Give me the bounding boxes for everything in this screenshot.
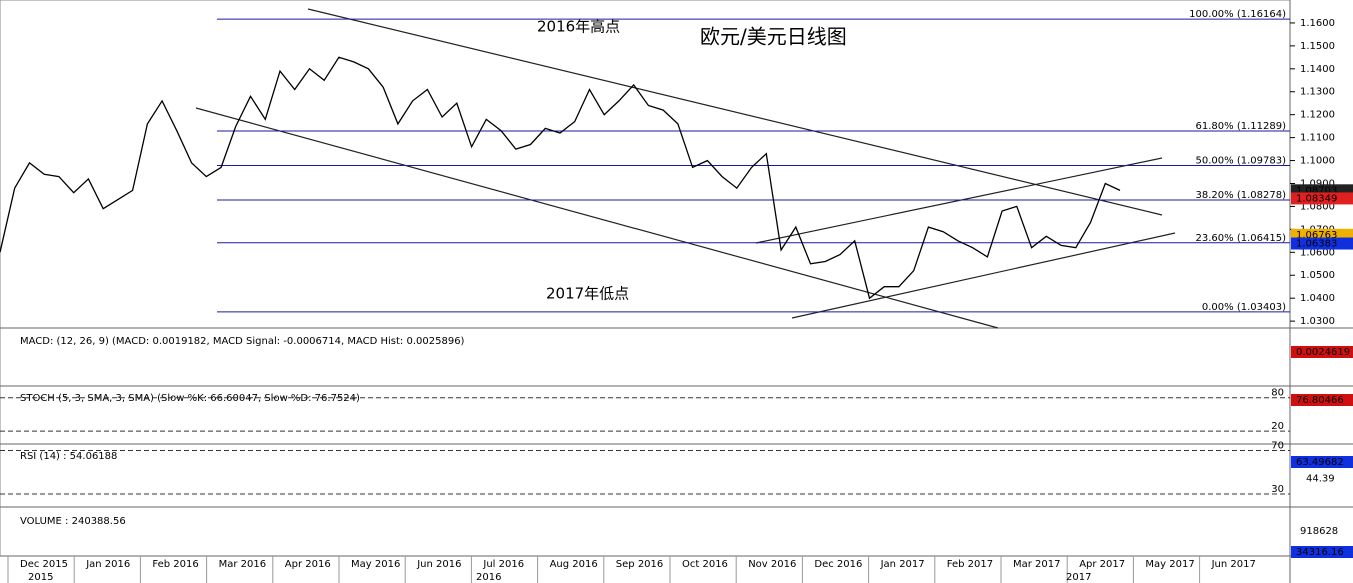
x-tick-label: Nov 2016 [748,559,796,570]
y-tick-label: 1.0900 [1300,178,1335,189]
indicator-box-label: 0.0024619 [1296,347,1350,358]
fib-label: 0.00% (1.03403) [1202,302,1286,313]
x-tick-label: Jul 2016 [482,559,524,570]
x-tick-label: Dec 2015 [20,559,68,570]
level-label: 70 [1271,441,1284,452]
y-tick-label: 1.0800 [1300,201,1335,212]
chart-title: 欧元/美元日线图 [700,25,847,49]
x-tick-label: Sep 2016 [616,559,663,570]
x-tick-label: Jun 2017 [1211,559,1256,570]
volume-tick: 918628 [1300,526,1338,537]
y-tick-label: 1.0300 [1300,316,1335,327]
volume-label: VOLUME : 240388.56 [20,516,126,527]
stoch-label: STOCH (5, 3, SMA, 3, SMA) (Slow %K: 66.6… [20,393,360,404]
y-tick-label: 1.0500 [1300,270,1335,281]
x-tick-label: Jun 2016 [416,559,461,570]
macd-label: MACD: (12, 26, 9) (MACD: 0.0019182, MACD… [20,336,465,347]
y-tick-label: 1.1300 [1300,87,1335,98]
y-tick-label: 1.0600 [1300,247,1335,258]
year-label: 2015 [28,572,53,583]
x-tick-label: Jan 2016 [85,559,130,570]
x-tick-label: Mar 2016 [219,559,267,570]
x-tick-label: Mar 2017 [1013,559,1061,570]
y-tick-label: 1.0400 [1300,293,1335,304]
price-box-label: 1.08703 [1296,185,1337,196]
fib-label: 23.60% (1.06415) [1196,233,1287,244]
level-label: 80 [1271,388,1284,399]
y-tick-label: 44.39 [1306,473,1335,484]
year-label: 2017 [1066,572,1091,583]
price-line [0,56,1121,300]
x-tick-label: Feb 2016 [152,559,198,570]
y-tick-label: 1.1500 [1300,41,1335,52]
x-tick-label: Oct 2016 [682,559,728,570]
indicator-box [1291,394,1353,406]
indicator-box-label: 76.80466 [1296,395,1344,406]
x-tick-label: Jan 2017 [880,559,925,570]
rsi-label: RSI (14) : 54.06188 [20,451,117,462]
fib-label: 50.00% (1.09783) [1196,156,1287,167]
indicator-box-label: 63.49682 [1296,457,1344,468]
y-tick-label: 1.1200 [1300,110,1335,121]
price-box-label: 1.08349 [1296,193,1337,204]
y-tick-label: 1.1400 [1300,64,1335,75]
x-tick-label: May 2017 [1145,559,1194,570]
level-label: 30 [1271,484,1284,495]
y-tick-label: 1.1000 [1300,156,1335,167]
fib-label: 38.20% (1.08278) [1196,190,1287,201]
price-box [1291,237,1353,250]
annotation: 2017年低点 [546,285,629,303]
price-box-label: 1.06763 [1296,230,1337,241]
price-box-label: 1.06383 [1296,239,1337,250]
x-tick-label: Dec 2016 [814,559,862,570]
fib-label: 100.00% (1.16164) [1189,9,1286,20]
x-tick-label: Apr 2016 [285,559,331,570]
x-tick-label: Apr 2017 [1079,559,1125,570]
y-tick-label: 1.1100 [1300,133,1335,144]
x-tick-label: Feb 2017 [947,559,993,570]
y-tick-label: 1.1600 [1300,18,1335,29]
level-label: 20 [1271,421,1284,432]
annotation: 2016年高点 [537,18,620,36]
price-box [1291,192,1353,205]
fib-label: 61.80% (1.11289) [1196,121,1287,132]
year-label: 2016 [476,572,501,583]
indicator-box [1291,546,1353,558]
x-tick-label: Aug 2016 [550,559,598,570]
indicator-box [1291,456,1353,468]
x-tick-label: May 2016 [351,559,400,570]
indicator-box-label: 34316.16 [1296,547,1344,558]
plot-frame [0,0,1291,557]
indicator-box [1291,346,1353,358]
